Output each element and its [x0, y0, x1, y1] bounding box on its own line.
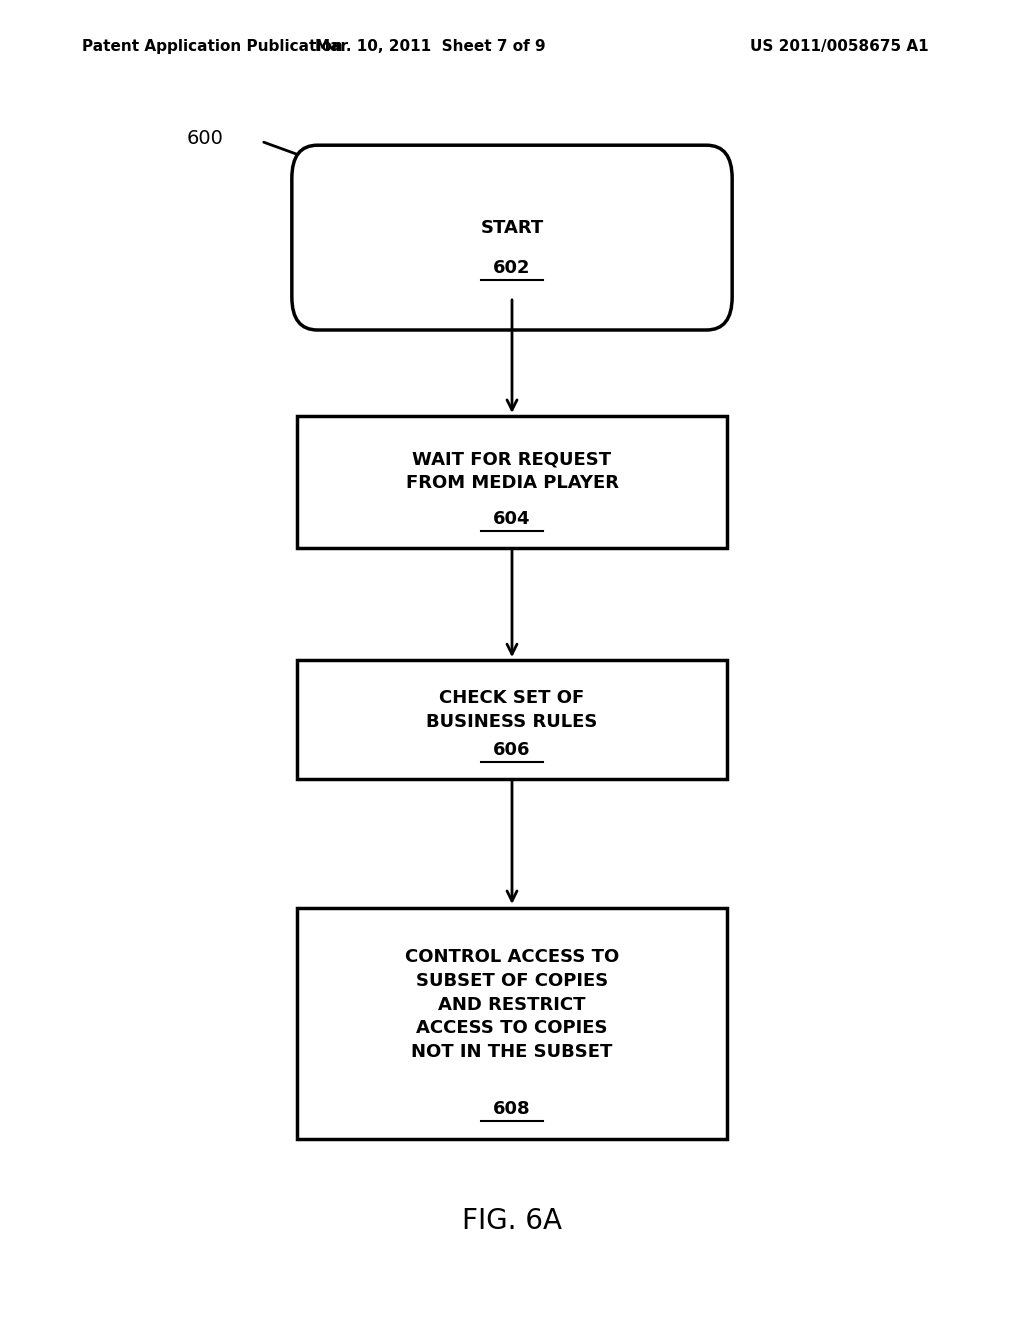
FancyBboxPatch shape — [292, 145, 732, 330]
Text: Patent Application Publication: Patent Application Publication — [82, 38, 343, 54]
Text: 604: 604 — [494, 510, 530, 528]
Text: US 2011/0058675 A1: US 2011/0058675 A1 — [751, 38, 929, 54]
Bar — [297, 908, 727, 1138]
Text: 602: 602 — [494, 259, 530, 277]
Text: CHECK SET OF
BUSINESS RULES: CHECK SET OF BUSINESS RULES — [426, 689, 598, 731]
Text: WAIT FOR REQUEST
FROM MEDIA PLAYER: WAIT FOR REQUEST FROM MEDIA PLAYER — [406, 450, 618, 492]
Text: CONTROL ACCESS TO
SUBSET OF COPIES
AND RESTRICT
ACCESS TO COPIES
NOT IN THE SUBS: CONTROL ACCESS TO SUBSET OF COPIES AND R… — [404, 948, 620, 1061]
Text: 606: 606 — [494, 741, 530, 759]
Text: 600: 600 — [186, 129, 223, 148]
Bar — [297, 660, 727, 779]
Bar — [297, 416, 727, 548]
Text: 608: 608 — [494, 1101, 530, 1118]
Text: FIG. 6A: FIG. 6A — [462, 1206, 562, 1236]
Text: START: START — [480, 219, 544, 238]
Text: Mar. 10, 2011  Sheet 7 of 9: Mar. 10, 2011 Sheet 7 of 9 — [314, 38, 546, 54]
